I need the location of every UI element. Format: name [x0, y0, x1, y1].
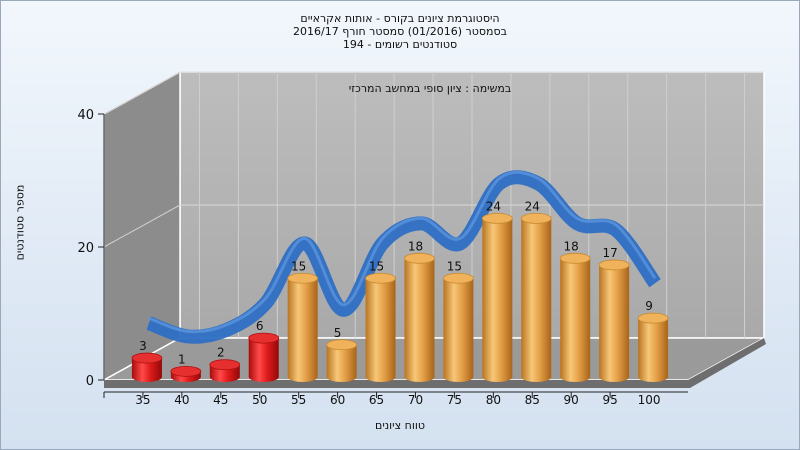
bar-top [404, 252, 435, 264]
bar-value-label: 6 [256, 319, 264, 333]
y-axis-label: מספר סטודנטים [13, 184, 27, 261]
bar-top [326, 339, 358, 351]
x-tick-label: 55 [291, 393, 306, 407]
bar-100: 9 [637, 299, 669, 382]
trend-line [146, 170, 661, 344]
bar-top [520, 212, 552, 224]
bar-85: 24 [520, 199, 552, 382]
x-tick-label: 35 [135, 393, 150, 407]
bar-top [209, 359, 241, 371]
bar-70: 18 [404, 239, 435, 382]
x-tick-label: 95 [602, 393, 617, 407]
bar-body [482, 218, 513, 382]
bar-90: 18 [559, 239, 591, 382]
bar-65: 15 [365, 259, 396, 382]
bar-body [443, 278, 474, 382]
gridline-side [103, 71, 181, 115]
x-tick-label: 60 [330, 393, 345, 407]
bar-top [170, 365, 202, 377]
x-tick-label: 40 [174, 393, 189, 407]
bar-body [248, 338, 279, 382]
trend-line-highlight [148, 170, 657, 334]
bar-80: 24 [481, 199, 513, 382]
bar-60: 5 [326, 326, 358, 382]
bar-body [326, 344, 357, 382]
bar-95: 17 [598, 246, 630, 382]
bar-body [521, 218, 552, 382]
chart-student-count: סטודנטים רשומים - 194 [342, 38, 458, 51]
bar-body [287, 278, 318, 382]
chart-subtitle: בסמסטר (01/2016) סמסטר חורף 2016/17 [293, 25, 507, 38]
bar-value-label: 15 [291, 259, 306, 273]
chart-annotation: במשימה : ציון סופי במחשב המרכזי [348, 82, 512, 95]
x-tick-label: 90 [564, 393, 579, 407]
bar-value-label: 5 [334, 326, 342, 340]
bar-top [365, 272, 396, 284]
y-tick-label: 0 [86, 374, 94, 389]
bar-top [248, 332, 280, 344]
y-tick-label: 20 [77, 241, 94, 256]
bar-45: 2 [209, 346, 241, 382]
gridline-side [103, 204, 181, 248]
x-tick-label: 85 [525, 393, 540, 407]
bar-top [131, 352, 163, 364]
bar-top [287, 272, 319, 284]
bar-55: 15 [287, 259, 319, 382]
bar-top [637, 312, 669, 324]
bar-top [598, 259, 630, 271]
chart-title: היסטוגרמת ציונים בקורס - אותות אקראיים [300, 12, 500, 25]
bar-value-label: 17 [602, 246, 617, 260]
bar-value-label: 9 [645, 299, 653, 313]
x-tick-label: 70 [408, 393, 423, 407]
bar-body [131, 358, 162, 382]
bar-40: 1 [170, 352, 202, 382]
x-tick-label: 65 [369, 393, 384, 407]
bar-body [365, 278, 396, 382]
x-tick-label: 50 [252, 393, 267, 407]
x-tick-label: 75 [447, 393, 462, 407]
bar-body [638, 318, 669, 382]
x-tick-label: 100 [638, 393, 661, 407]
bar-value-label: 1 [178, 352, 186, 366]
bar-body [599, 264, 630, 382]
bar-value-label: 2 [217, 346, 225, 360]
bar-body [404, 258, 435, 382]
trend-ribbon [146, 170, 661, 344]
bar-75: 15 [442, 259, 474, 382]
bar-top [442, 272, 474, 284]
bar-top [481, 212, 513, 224]
chart-bars: 3 1 2 6 15 5 15 18 15 24 24 18 17 9 [131, 199, 669, 382]
bar-value-label: 15 [369, 259, 384, 273]
bar-value-label: 15 [447, 259, 462, 273]
x-axis-label: טווח ציונים [375, 419, 425, 432]
bar-50: 6 [248, 319, 280, 382]
bar-value-label: 18 [408, 239, 423, 253]
x-tick-label: 45 [213, 393, 228, 407]
bar-value-label: 24 [486, 199, 501, 213]
bar-top [559, 252, 591, 264]
bar-body [560, 258, 591, 382]
bar-35: 3 [131, 339, 163, 382]
chart-floor-edge [104, 338, 766, 388]
y-tick-label: 40 [77, 108, 94, 123]
bar-value-label: 24 [525, 199, 540, 213]
x-tick-label: 80 [486, 393, 501, 407]
bar-value-label: 18 [564, 239, 579, 253]
chart-gridlines [103, 71, 764, 338]
bar-value-label: 3 [139, 339, 147, 353]
